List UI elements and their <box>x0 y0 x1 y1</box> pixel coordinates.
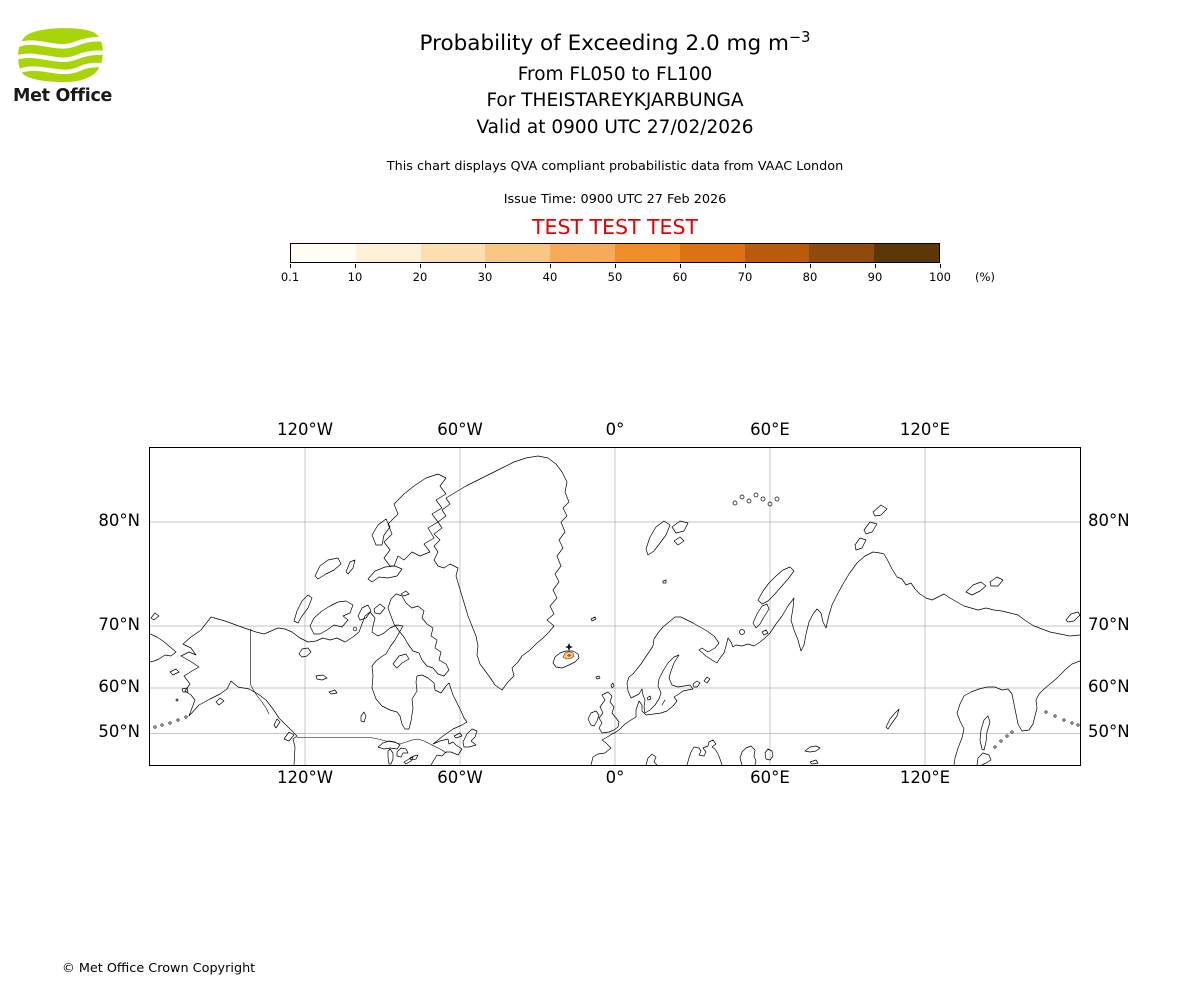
colorbar-tick <box>420 264 421 268</box>
met-office-logo-icon <box>18 28 103 82</box>
logo-wave-3 <box>18 62 103 75</box>
colorbar-label: 50 <box>607 270 623 284</box>
subtitle-valid-time: Valid at 0900 UTC 27/02/2026 <box>476 117 754 138</box>
colorbar-label: 30 <box>477 270 493 284</box>
coastline-arctic-islands <box>150 504 1081 636</box>
colorbar-segment <box>355 244 421 262</box>
colorbar-unit: (%) <box>975 270 995 284</box>
colorbar-label: 20 <box>412 270 428 284</box>
issue-time: Issue Time: 0900 UTC 27 Feb 2026 <box>503 192 727 207</box>
country-borders <box>250 628 447 754</box>
colorbar-tick <box>615 264 616 268</box>
colorbar-tick <box>550 264 551 268</box>
logo-wave-1 <box>18 36 103 49</box>
colorbar-label: 90 <box>867 270 883 284</box>
page-title: Probability of Exceeding 2.0 mg m−3 <box>30 29 1200 56</box>
graticule <box>150 448 1080 765</box>
lon-label-bottom: 0° <box>605 768 625 787</box>
colorbar-tick <box>355 264 356 268</box>
title-text: Probability of Exceeding 2.0 mg m <box>419 31 789 57</box>
colorbar-segment <box>809 244 875 262</box>
colorbar-segment <box>550 244 615 262</box>
coastline-arctic-canada-islands <box>169 473 478 748</box>
colorbar-segment <box>744 244 810 262</box>
volcano-marker-icon <box>565 643 573 651</box>
small-island-dots <box>153 492 1080 749</box>
colorbar-label: 40 <box>542 270 558 284</box>
subtitle-flight-levels: From FL050 to FL100 <box>517 64 713 85</box>
colorbar-segment <box>291 244 356 262</box>
coastline-greenland-iceland <box>433 455 615 691</box>
coastline-north-america <box>180 611 468 766</box>
colorbar-tick <box>485 264 486 268</box>
colorbar-tick <box>745 264 746 268</box>
ash-contour-group <box>562 643 575 660</box>
coastline-eurasia <box>587 551 1081 766</box>
lat-label-right: 80°N <box>1088 511 1130 530</box>
logo-wordmark: Met Office <box>13 86 113 106</box>
colorbar-label: 80 <box>802 270 818 284</box>
qva-note: This chart displays QVA compliant probab… <box>386 159 844 174</box>
map-canvas <box>149 447 1081 766</box>
lon-label-top: 60°E <box>750 420 790 439</box>
lat-label-right: 60°N <box>1088 677 1130 696</box>
colorbar-tick <box>940 264 941 268</box>
colorbar-segment <box>614 244 680 262</box>
title-superscript: −3 <box>788 29 811 46</box>
colorbar-label: 10 <box>347 270 363 284</box>
lon-label-top: 120°W <box>276 420 334 439</box>
colorbar-segment <box>420 244 486 262</box>
lon-label-bottom: 120°W <box>276 768 334 787</box>
lat-label-left: 80°N <box>98 511 140 530</box>
logo-wave-2 <box>18 50 103 62</box>
colorbar-label: 70 <box>737 270 753 284</box>
world-map <box>149 448 1081 766</box>
lat-label-left: 60°N <box>98 677 140 696</box>
probability-colorbar <box>290 243 940 263</box>
lat-label-right: 70°N <box>1088 615 1130 634</box>
test-banner: TEST TEST TEST <box>531 215 699 239</box>
colorbar-segment <box>679 244 745 262</box>
lon-label-bottom: 60°E <box>750 768 790 787</box>
colorbar-label: 0.1 <box>280 270 300 284</box>
colorbar-tick <box>875 264 876 268</box>
colorbar-tick <box>810 264 811 268</box>
colorbar-tick <box>680 264 681 268</box>
coastline-asia-pacific <box>149 633 1081 766</box>
lat-label-left: 70°N <box>98 615 140 634</box>
colorbar-tick <box>290 264 291 268</box>
lon-label-bottom: 120°E <box>899 768 951 787</box>
lakes-inland-seas <box>298 647 900 766</box>
colorbar-label: 60 <box>672 270 688 284</box>
copyright-notice: © Met Office Crown Copyright <box>62 961 256 976</box>
lat-label-left: 50°N <box>98 722 140 741</box>
lon-label-top: 60°W <box>437 420 483 439</box>
ash-contour-core <box>567 653 572 657</box>
colorbar-segment <box>485 244 551 262</box>
lon-label-bottom: 60°W <box>437 768 483 787</box>
colorbar-segment <box>874 244 939 262</box>
lon-label-top: 120°E <box>899 420 951 439</box>
colorbar-label: 100 <box>929 270 951 284</box>
lon-label-top: 0° <box>605 420 625 439</box>
subtitle-volcano: For THEISTAREYKJARBUNGA <box>486 90 744 111</box>
lat-label-right: 50°N <box>1088 722 1130 741</box>
